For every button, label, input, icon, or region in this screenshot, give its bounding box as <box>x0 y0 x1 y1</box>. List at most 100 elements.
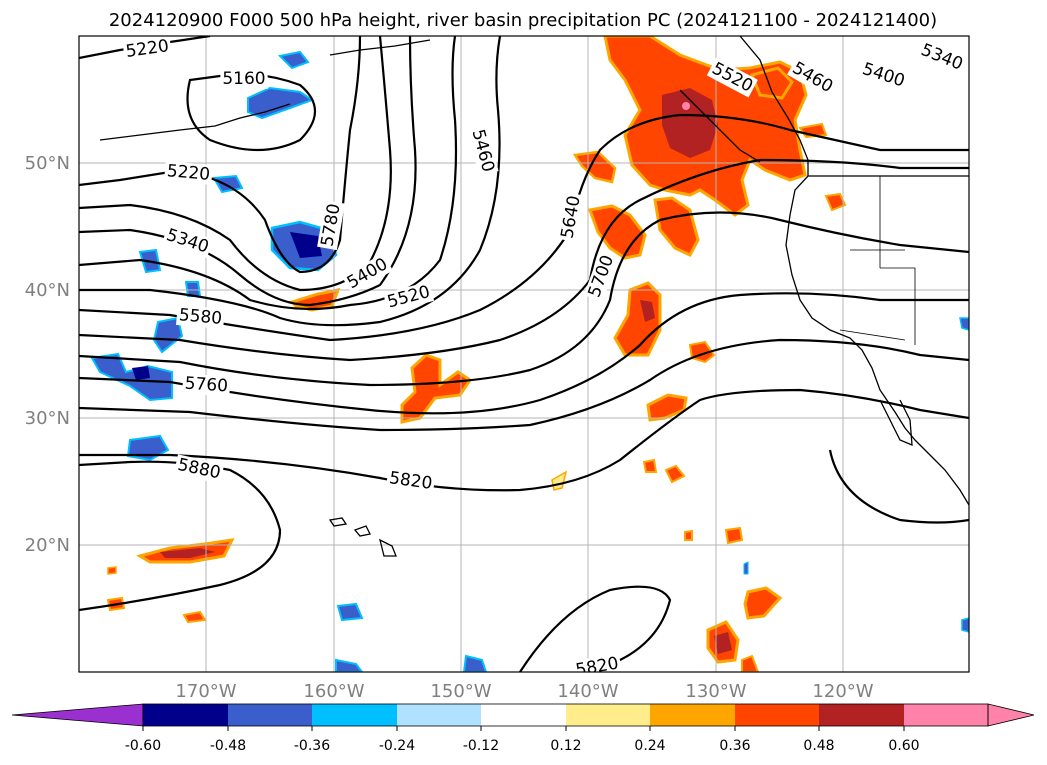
precip-core <box>640 300 655 322</box>
precip-blob <box>684 529 693 541</box>
map-frame <box>78 35 970 673</box>
lon-label: 130°W <box>685 681 746 702</box>
precip-neg-blob <box>961 617 969 633</box>
state-borders <box>839 176 916 345</box>
precip-blob <box>664 464 686 484</box>
contour-label-halo <box>385 467 436 495</box>
contour-5880-east <box>828 449 969 524</box>
colorbar-tick-label: 0.48 <box>803 738 834 754</box>
colorbar-segment <box>143 704 228 726</box>
island-hawaii <box>379 538 397 557</box>
contour-label-halo <box>122 36 173 63</box>
contour-label: 5820 <box>574 653 620 680</box>
precip-blob <box>724 526 744 545</box>
lat-label: 20°N <box>25 535 70 556</box>
colorbar: -0.60 -0.48 -0.36 -0.24 -0.12 0.12 0.24 … <box>11 703 1035 754</box>
precip-neg-blob <box>277 50 310 70</box>
lat-label: 40°N <box>25 280 70 301</box>
precip-neg-core <box>290 232 322 258</box>
colorbar-segment <box>228 704 312 726</box>
map-title: 2024120900 F000 500 hPa height, river ba… <box>109 10 937 31</box>
precip-neg-blob <box>336 602 364 622</box>
colorbar-segment <box>566 704 650 726</box>
contour-label-halo <box>787 57 838 99</box>
colorbar-tick-label: 0.12 <box>550 738 581 754</box>
contour-5780 <box>79 338 969 432</box>
colorbar-segment <box>735 704 819 726</box>
contour-5640 <box>79 158 969 362</box>
precip-blob <box>642 458 658 473</box>
colorbar-segment <box>481 704 566 726</box>
colorbar-extend-min <box>11 703 144 727</box>
contour-label-halo <box>583 250 619 302</box>
contour-5220 <box>79 36 362 274</box>
lon-label: 170°W <box>175 681 236 702</box>
contour-label-halo <box>916 39 968 76</box>
contour-label: 5760 <box>184 374 229 397</box>
contour-label-halo <box>557 192 586 243</box>
precip-neg-blob <box>959 317 969 331</box>
contour-label-halo <box>164 160 213 186</box>
precip-blob <box>743 586 783 620</box>
lat-label: 30°N <box>25 408 70 429</box>
precip-blob <box>400 353 473 424</box>
contour-label-halo <box>176 304 225 330</box>
coastline-alaska <box>329 39 431 56</box>
precip-neg-blob <box>462 654 488 672</box>
contour-label-halo <box>383 281 435 313</box>
precip-neg-blob <box>743 561 749 575</box>
contour-label-halo <box>182 373 231 397</box>
colorbar-segment <box>312 704 397 726</box>
lat-label: 50°N <box>25 153 70 174</box>
contour-label-halo <box>467 125 499 177</box>
map-background <box>79 36 969 672</box>
contour-label: 5220 <box>166 161 211 185</box>
lon-label: 140°W <box>557 681 618 702</box>
colorbar-segment <box>819 704 904 726</box>
contour-label-halo <box>857 58 910 93</box>
contour-label-halo <box>706 57 758 98</box>
contour-label-halo <box>342 253 393 295</box>
precip-blob <box>107 566 117 575</box>
contour-label: 5160 <box>222 69 265 89</box>
colorbar-segment <box>650 704 735 726</box>
contour-5580 <box>79 113 969 342</box>
contour-label: 5580 <box>178 305 223 329</box>
colorbar-extend-max <box>987 703 1035 727</box>
contour-label-halo <box>317 200 346 251</box>
precip-blob <box>741 654 760 672</box>
contour-label-halo <box>161 224 214 259</box>
colorbar-tick-label: 0.60 <box>888 738 919 754</box>
precip-neg-blob <box>335 658 364 672</box>
island-oahu <box>328 517 348 527</box>
lon-label: 120°W <box>812 681 873 702</box>
colorbar-segment <box>904 704 988 726</box>
colorbar-tick-label: 0.24 <box>634 738 665 754</box>
colorbar-tick-label: -0.60 <box>125 738 161 754</box>
precip-peak-pnw <box>682 102 690 110</box>
lon-label: 160°W <box>303 681 364 702</box>
island-maui <box>353 525 371 537</box>
precip-neg-blob <box>212 174 244 194</box>
precip-neg-core <box>132 366 150 380</box>
colorbar-tick-label: -0.24 <box>379 738 415 754</box>
coastline-aleutians <box>99 103 291 141</box>
precip-blob <box>182 610 207 624</box>
contour-5760 <box>79 292 969 415</box>
colorbar-ticks <box>142 726 905 731</box>
coastline-islands <box>679 89 761 163</box>
contour-label-halo <box>173 454 225 484</box>
map-area: 5160 5220 5220 5340 5340 5400 5400 5460 … <box>79 36 969 680</box>
precip-core <box>160 548 215 558</box>
precip-blob <box>749 66 794 100</box>
precip-neg-blob <box>247 86 315 120</box>
lon-label: 150°W <box>430 681 491 702</box>
precip-blob <box>824 192 847 212</box>
contour-label-halo <box>572 653 623 672</box>
contour-5400 <box>79 36 417 307</box>
contour-5520 <box>79 36 502 327</box>
precip-neg-blob <box>152 316 184 354</box>
contour-5700 <box>79 211 969 387</box>
precip-blob <box>653 196 700 257</box>
contour-5820 <box>79 388 969 492</box>
